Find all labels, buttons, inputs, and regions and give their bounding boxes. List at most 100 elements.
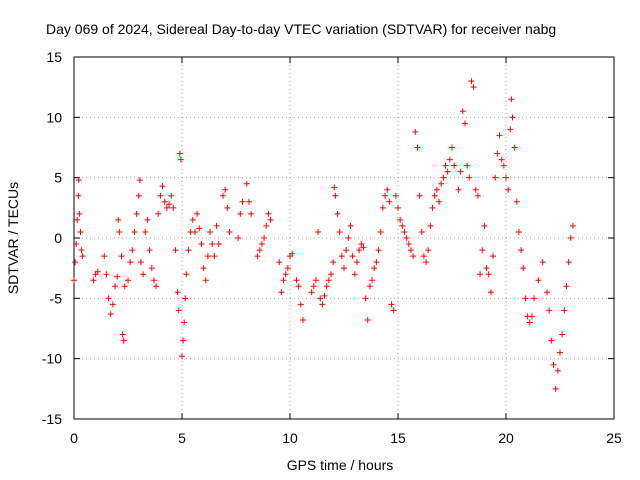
data-point — [310, 283, 317, 290]
data-point — [119, 331, 126, 338]
data-point — [360, 244, 367, 251]
data-point — [220, 192, 227, 199]
y-tick-label: 5 — [54, 170, 62, 186]
data-point — [483, 265, 490, 272]
data-point — [336, 228, 343, 235]
data-point — [498, 156, 505, 163]
data-point — [485, 271, 492, 278]
data-point — [256, 247, 263, 254]
data-point — [284, 265, 291, 272]
data-point — [565, 259, 572, 266]
data-point — [442, 162, 449, 169]
data-point — [140, 271, 147, 278]
data-point — [366, 283, 373, 290]
data-point — [563, 283, 570, 290]
data-point — [436, 198, 443, 205]
data-point — [278, 289, 285, 296]
data-point — [464, 162, 471, 169]
data-point — [369, 277, 376, 284]
data-point — [557, 349, 563, 356]
data-point — [90, 277, 97, 284]
data-point — [508, 96, 515, 103]
data-point — [331, 184, 338, 191]
data-point — [289, 250, 296, 257]
data-point — [539, 259, 546, 266]
data-point — [243, 180, 250, 187]
data-point — [481, 222, 488, 229]
data-point — [181, 319, 188, 326]
data-point — [554, 367, 561, 374]
data-point — [546, 307, 553, 314]
data-point — [174, 289, 181, 296]
data-point — [390, 307, 397, 314]
data-point — [209, 241, 216, 248]
data-point — [353, 259, 360, 266]
grid-lines — [74, 57, 614, 419]
data-point — [477, 271, 484, 278]
y-tick-label: -10 — [42, 351, 62, 367]
data-point — [338, 253, 345, 260]
data-point — [200, 265, 207, 272]
data-point — [109, 301, 116, 308]
data-point — [343, 247, 350, 254]
y-tick-label: -15 — [42, 411, 62, 427]
data-point — [183, 271, 190, 278]
data-point — [379, 204, 386, 211]
data-point — [207, 228, 214, 235]
data-point — [550, 361, 557, 368]
data-point — [466, 174, 473, 181]
data-point — [358, 241, 365, 248]
data-point — [319, 301, 326, 308]
data-points — [71, 78, 576, 392]
data-point — [511, 144, 518, 151]
data-point — [211, 253, 218, 260]
data-point — [135, 192, 142, 199]
data-point — [401, 228, 408, 235]
data-point — [457, 168, 464, 175]
data-point — [118, 253, 125, 260]
data-point — [172, 247, 179, 254]
data-point — [317, 295, 324, 302]
data-point — [490, 253, 497, 260]
data-point — [258, 241, 265, 248]
data-point — [427, 222, 434, 229]
data-point — [446, 156, 453, 163]
y-tick-labels: -15 -10 -5 0 5 10 15 — [42, 49, 62, 427]
data-point — [500, 162, 507, 169]
data-point — [526, 319, 533, 326]
data-point — [239, 198, 246, 205]
data-point — [438, 180, 445, 187]
x-tick-label: 15 — [390, 430, 406, 446]
data-point — [75, 177, 82, 184]
data-point — [222, 186, 229, 193]
data-point — [444, 168, 451, 175]
data-point — [308, 289, 315, 296]
data-point — [569, 222, 576, 229]
y-tick-label: 15 — [46, 49, 62, 65]
data-point — [362, 295, 369, 302]
data-point — [74, 216, 81, 223]
y-tick-label: 10 — [46, 109, 62, 125]
data-point — [129, 247, 136, 254]
data-point — [513, 198, 520, 205]
data-point — [146, 247, 153, 254]
data-point — [72, 259, 79, 266]
data-point — [334, 210, 341, 217]
data-point — [375, 247, 382, 254]
x-tick-label: 25 — [606, 430, 622, 446]
axis-ticks — [73, 56, 615, 420]
data-point — [414, 144, 421, 151]
data-point — [522, 295, 529, 302]
data-point — [155, 210, 162, 217]
data-point — [198, 241, 205, 248]
data-point — [371, 265, 378, 272]
data-point — [150, 277, 157, 284]
data-point — [142, 228, 149, 235]
data-point — [468, 78, 475, 85]
y-axis-label: SDTVAR / TECUs — [5, 182, 21, 294]
data-point — [323, 283, 330, 290]
y-tick-label: -5 — [50, 290, 63, 306]
data-point — [347, 222, 354, 229]
data-point — [153, 283, 160, 290]
data-point — [388, 301, 395, 308]
